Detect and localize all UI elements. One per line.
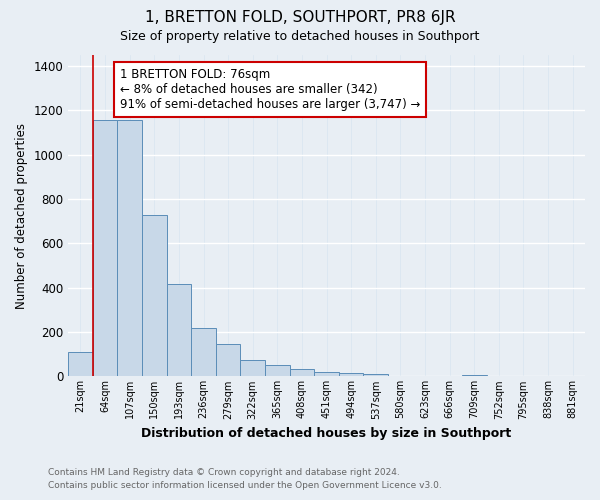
Bar xyxy=(339,373,364,376)
Text: 1 BRETTON FOLD: 76sqm
← 8% of detached houses are smaller (342)
91% of semi-deta: 1 BRETTON FOLD: 76sqm ← 8% of detached h… xyxy=(120,68,420,112)
Y-axis label: Number of detached properties: Number of detached properties xyxy=(15,122,28,308)
Bar xyxy=(241,360,265,376)
Text: 1, BRETTON FOLD, SOUTHPORT, PR8 6JR: 1, BRETTON FOLD, SOUTHPORT, PR8 6JR xyxy=(145,10,455,25)
Bar xyxy=(68,352,93,376)
Bar xyxy=(191,328,216,376)
Bar xyxy=(462,374,487,376)
Bar xyxy=(265,366,290,376)
Bar xyxy=(93,120,118,376)
Bar xyxy=(142,214,167,376)
X-axis label: Distribution of detached houses by size in Southport: Distribution of detached houses by size … xyxy=(142,427,512,440)
Bar xyxy=(216,344,241,376)
Bar xyxy=(290,369,314,376)
Bar xyxy=(167,284,191,376)
Bar xyxy=(364,374,388,376)
Bar xyxy=(118,120,142,376)
Text: Contains HM Land Registry data © Crown copyright and database right 2024.
Contai: Contains HM Land Registry data © Crown c… xyxy=(48,468,442,490)
Text: Size of property relative to detached houses in Southport: Size of property relative to detached ho… xyxy=(121,30,479,43)
Bar xyxy=(314,372,339,376)
